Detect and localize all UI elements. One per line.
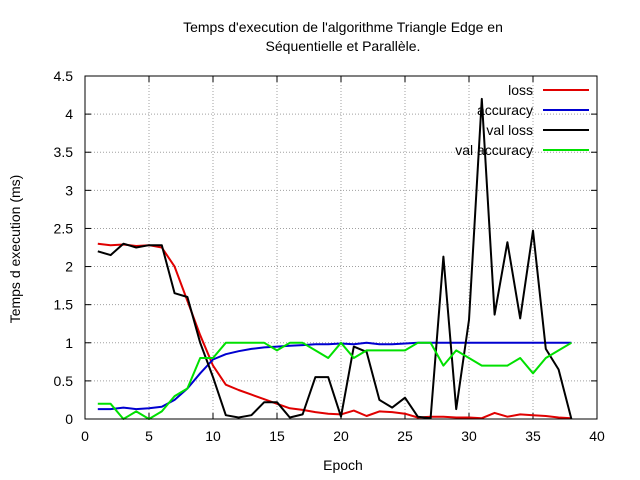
y-axis-label: Temps d execution (ms) bbox=[7, 175, 23, 324]
series-line-accuracy bbox=[97, 341, 572, 411]
y-tick-label: 3.5 bbox=[54, 144, 74, 160]
legend: loss accuracy val loss val accuracy bbox=[455, 82, 589, 158]
x-tick-label: 15 bbox=[269, 428, 285, 444]
plot-frame bbox=[84, 75, 598, 420]
legend-label-val-accuracy: val accuracy bbox=[455, 142, 533, 158]
legend-label-val-loss: val loss bbox=[486, 122, 533, 138]
chart-title-line-2: Séquentielle et Parallèle. bbox=[266, 38, 421, 54]
y-tick-label: 2 bbox=[65, 259, 73, 275]
grid-lines bbox=[85, 76, 597, 419]
legend-label-accuracy: accuracy bbox=[477, 102, 533, 118]
y-tick-label: 1 bbox=[65, 335, 73, 351]
legend-label-loss: loss bbox=[508, 82, 533, 98]
x-tick-label: 35 bbox=[525, 428, 541, 444]
x-tick-label: 20 bbox=[333, 428, 349, 444]
x-tick-label: 25 bbox=[397, 428, 413, 444]
series-line-loss bbox=[97, 242, 572, 420]
y-tick-label: 0 bbox=[65, 411, 73, 427]
series-line-val-accuracy bbox=[97, 341, 572, 420]
y-tick-label: 4 bbox=[65, 106, 73, 122]
y-tick-label: 4.5 bbox=[54, 68, 74, 84]
y-tick-label: 2.5 bbox=[54, 220, 74, 236]
series-line-val-loss bbox=[97, 97, 573, 420]
y-tick-label: 0.5 bbox=[54, 373, 74, 389]
x-tick-label: 5 bbox=[145, 428, 153, 444]
x-tick-label: 10 bbox=[205, 428, 221, 444]
y-tick-label: 1.5 bbox=[54, 297, 74, 313]
y-tick-label: 3 bbox=[65, 182, 73, 198]
x-tick-label: 40 bbox=[589, 428, 605, 444]
x-tick-label: 30 bbox=[461, 428, 477, 444]
x-tick-label: 0 bbox=[81, 428, 89, 444]
series-lines bbox=[97, 97, 573, 420]
x-axis-label: Epoch bbox=[323, 457, 363, 473]
chart-title-line-1: Temps d'execution de l'algorithme Triang… bbox=[183, 19, 503, 35]
